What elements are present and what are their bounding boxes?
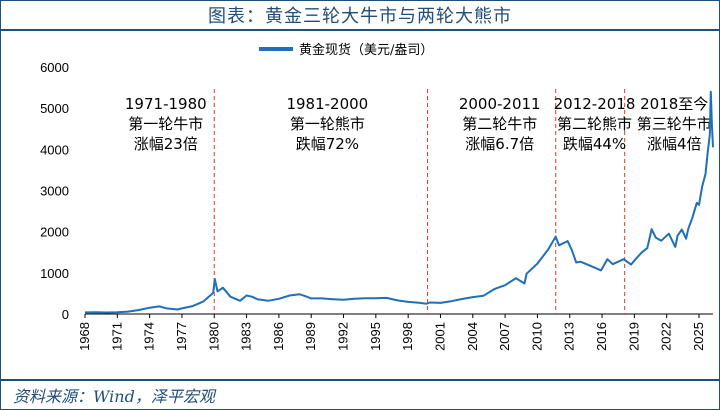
period-annotation-line: 跌幅72% bbox=[296, 135, 359, 153]
x-tick-label: 1992 bbox=[336, 322, 351, 351]
chart-title: 图表：黄金三轮大牛市与两轮大熊市 bbox=[208, 6, 512, 27]
x-tick-label: 2022 bbox=[659, 322, 674, 351]
y-tick-label: 3000 bbox=[40, 184, 69, 199]
axes: 0 1000 2000 3000 4000 5000 6000 1968 1971 1974 197… bbox=[40, 60, 713, 351]
x-tick-label: 2010 bbox=[529, 322, 544, 351]
y-tick-label: 5000 bbox=[40, 101, 69, 116]
title-bar: 图表：黄金三轮大牛市与两轮大熊市 bbox=[1, 1, 719, 31]
footer: 资料来源：Wind，泽平宏观 bbox=[1, 379, 719, 409]
series-layer bbox=[84, 90, 714, 314]
gold-price-chart: 黄金现货（美元/盎司） 0 1000 2000 3000 4000 5000 6000 196… bbox=[40, 42, 714, 351]
period-annotation-line: 1971-1980 bbox=[125, 95, 207, 113]
period-annotation-line: 第二轮熊市 bbox=[557, 115, 632, 133]
x-tick-label: 1995 bbox=[368, 322, 383, 351]
x-tick-label: 1977 bbox=[174, 322, 189, 351]
x-tick-label: 2013 bbox=[562, 322, 577, 351]
period-annotation-line: 第三轮牛市 bbox=[637, 115, 712, 133]
x-tick-label: 1968 bbox=[77, 322, 92, 351]
y-tick-label: 1000 bbox=[40, 266, 69, 281]
x-tick-label: 2016 bbox=[594, 322, 609, 351]
period-annotation-line: 第二轮牛市 bbox=[462, 115, 537, 133]
period-annotation-line: 跌幅44% bbox=[563, 135, 626, 153]
period-annotation-line: 2000-2011 bbox=[459, 95, 541, 113]
x-tick-label: 2004 bbox=[465, 322, 480, 351]
period-annotation-line: 涨幅23倍 bbox=[134, 135, 198, 153]
x-tick-label: 2001 bbox=[432, 322, 447, 351]
x-tick-label: 1971 bbox=[109, 322, 124, 351]
period-annotation-line: 涨幅4倍 bbox=[647, 135, 702, 153]
source-note: 资料来源：Wind，泽平宏观 bbox=[13, 387, 215, 406]
period-annotation-line: 1981-2000 bbox=[286, 95, 368, 113]
x-tick-label: 1989 bbox=[303, 322, 318, 351]
period-annotation-line: 第一轮牛市 bbox=[128, 115, 203, 133]
period-annotation-line: 涨幅6.7倍 bbox=[465, 135, 534, 153]
y-tick-label: 4000 bbox=[40, 142, 69, 157]
x-tick-label: 2025 bbox=[691, 322, 706, 351]
period-annotation-line: 第一轮熊市 bbox=[290, 115, 365, 133]
y-tick-label: 0 bbox=[62, 307, 69, 322]
period-dividers bbox=[213, 89, 626, 314]
x-tick-label: 1974 bbox=[142, 322, 157, 351]
x-tick-label: 2019 bbox=[626, 322, 641, 351]
gold-price-line bbox=[84, 90, 714, 314]
x-tick-label: 2007 bbox=[497, 322, 512, 351]
y-tick-label: 2000 bbox=[40, 225, 69, 240]
legend: 黄金现货（美元/盎司） bbox=[259, 42, 433, 58]
period-annotation-line: 2018至今 bbox=[640, 95, 708, 113]
period-annotation-line: 2012-2018 bbox=[554, 95, 636, 113]
legend-label: 黄金现货（美元/盎司） bbox=[299, 42, 433, 58]
x-tick-label: 1980 bbox=[206, 322, 221, 351]
x-tick-label: 1998 bbox=[400, 322, 415, 351]
y-tick-label: 6000 bbox=[40, 60, 69, 75]
x-tick-label: 1983 bbox=[239, 322, 254, 351]
x-tick-label: 1986 bbox=[271, 322, 286, 351]
